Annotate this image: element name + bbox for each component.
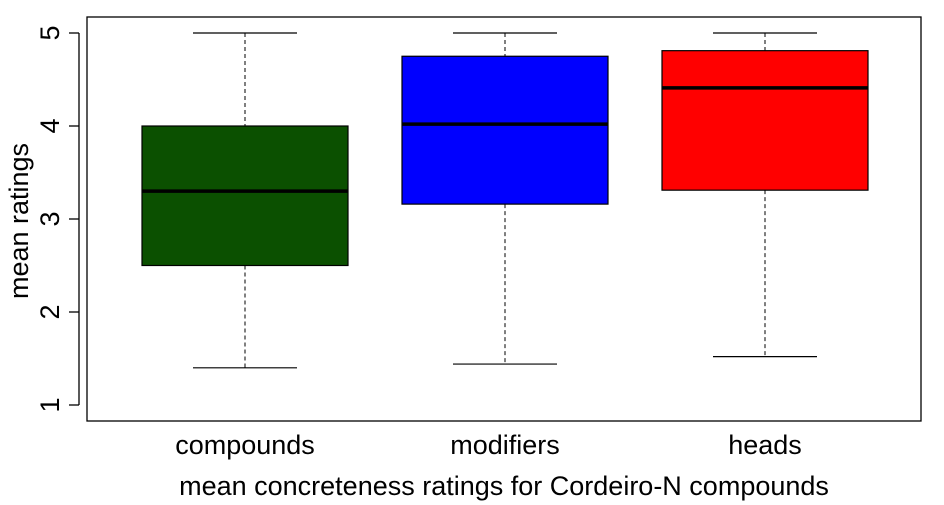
y-tick-label: 1: [35, 397, 65, 412]
x-tick-label: heads: [728, 430, 802, 460]
x-axis: compounds modifiers heads: [175, 430, 802, 460]
x-tick-label: compounds: [175, 430, 315, 460]
y-axis: 1 2 3 4 5: [35, 25, 80, 413]
iqr-box: [661, 50, 869, 191]
iqr-box: [401, 55, 609, 205]
x-axis-title: mean concreteness ratings for Cordeiro-N…: [179, 471, 829, 501]
y-tick-label: 3: [35, 211, 65, 226]
plot-frame: [86, 16, 922, 422]
y-tick-label: 4: [35, 118, 65, 133]
y-tick-label: 2: [35, 304, 65, 319]
box-compounds: [141, 32, 349, 369]
box-heads: [661, 32, 869, 358]
y-axis-title: mean ratings: [4, 143, 34, 299]
boxes: [141, 32, 869, 369]
iqr-box: [141, 125, 349, 267]
box-modifiers: [401, 32, 609, 365]
y-tick-label: 5: [35, 25, 65, 40]
x-tick-label: modifiers: [450, 430, 560, 460]
